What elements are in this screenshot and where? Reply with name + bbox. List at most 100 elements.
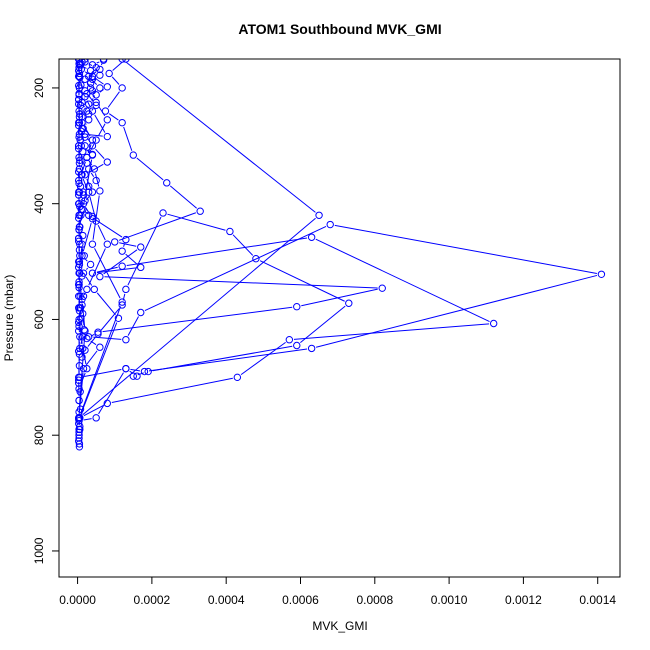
data-point [83, 285, 91, 294]
series-segment [315, 238, 490, 322]
series-segment [96, 61, 100, 64]
series-segment [84, 368, 122, 377]
data-point [118, 84, 126, 92]
data-point [105, 69, 113, 78]
data-point [88, 212, 97, 221]
data-point [74, 145, 83, 153]
data-point [88, 142, 97, 150]
series-segment [95, 78, 104, 85]
data-point [74, 318, 83, 327]
series-segment [85, 195, 91, 201]
data-point [88, 240, 97, 248]
series-segment [98, 372, 124, 415]
data-point [137, 308, 145, 317]
data-point [103, 240, 112, 248]
data-point [75, 179, 83, 188]
data-point [122, 364, 130, 373]
series-segment [301, 288, 378, 307]
series-segment [91, 70, 94, 74]
x-tick-label: 0.0014 [579, 593, 616, 607]
data-point [75, 59, 83, 68]
series-segment [127, 316, 139, 336]
data-point [92, 98, 100, 107]
data-point [92, 414, 100, 422]
data-point [76, 202, 84, 211]
data-point [196, 207, 204, 215]
series-segment [88, 71, 97, 78]
y-tick-label: 200 [32, 78, 46, 98]
series-segment [90, 172, 95, 177]
series-segment [86, 267, 89, 270]
x-tick-label: 0.0006 [282, 593, 319, 607]
data-point [597, 270, 606, 278]
data-point [118, 298, 126, 306]
data-point [92, 217, 100, 225]
series-segment [83, 107, 88, 114]
data-point [85, 110, 93, 118]
data-point [81, 75, 89, 83]
data-point [81, 87, 89, 95]
x-axis-label: MVK_GMI [312, 619, 367, 633]
data-point [74, 292, 83, 300]
data-point [129, 151, 138, 159]
series-segment [85, 350, 98, 366]
series-11 [74, 59, 84, 384]
data-point [76, 73, 84, 82]
data-point [285, 336, 294, 344]
data-point [233, 373, 242, 382]
series-segment [87, 144, 92, 154]
data-point [76, 304, 84, 312]
x-tick-label: 0.0004 [208, 593, 245, 607]
data-point [74, 237, 83, 246]
data-point [293, 341, 301, 350]
data-point [90, 285, 98, 294]
plot-frame [58, 58, 621, 578]
x-tick-label: 0.0008 [356, 593, 393, 607]
data-point [88, 151, 97, 159]
series-segment [82, 161, 86, 171]
series-segment [89, 134, 103, 137]
data-point [307, 233, 316, 241]
data-point [88, 188, 97, 196]
series-segment [144, 226, 327, 312]
series-segment [89, 196, 96, 217]
data-point [489, 319, 498, 328]
series-segment [136, 157, 164, 181]
data-point [74, 214, 83, 222]
series-segment [123, 243, 125, 247]
y-tick-label: 400 [32, 193, 46, 213]
data-point [74, 376, 83, 384]
series-segment [125, 253, 138, 265]
series-segment [300, 305, 346, 343]
series-segment [83, 418, 92, 421]
data-point [137, 243, 145, 251]
data-point [114, 314, 123, 322]
series-segment [82, 217, 316, 416]
data-point [111, 238, 119, 246]
data-point [81, 171, 89, 179]
series-segment [119, 242, 137, 247]
series-segment [80, 322, 118, 414]
y-tick-label: 800 [32, 425, 46, 445]
y-tick-label: 600 [32, 309, 46, 329]
series-segment [87, 82, 91, 88]
series-segment [90, 334, 95, 337]
data-point [74, 168, 83, 176]
data-point [88, 136, 97, 144]
data-point [75, 425, 83, 434]
data-point [85, 116, 93, 124]
data-point [140, 367, 149, 376]
series-1 [74, 59, 498, 451]
data-point [163, 179, 171, 187]
series-segment [96, 267, 137, 274]
data-point [129, 372, 138, 380]
series-2 [75, 59, 606, 425]
series-layer [74, 59, 606, 451]
data-point [122, 336, 130, 344]
x-tick-label: 0.0012 [505, 593, 542, 607]
series-segment [152, 345, 293, 372]
data-point [118, 59, 126, 63]
data-point [90, 165, 98, 173]
series-segment [83, 126, 91, 137]
series-segment [78, 335, 86, 408]
